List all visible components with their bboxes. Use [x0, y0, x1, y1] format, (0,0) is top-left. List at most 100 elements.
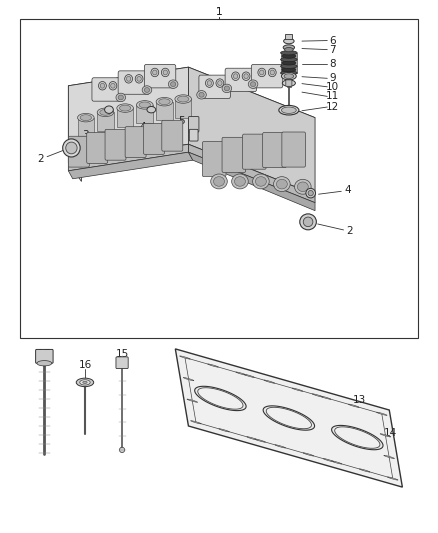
Ellipse shape	[306, 188, 315, 198]
FancyBboxPatch shape	[162, 120, 183, 151]
Ellipse shape	[281, 64, 297, 68]
Ellipse shape	[282, 72, 296, 80]
Polygon shape	[264, 380, 275, 383]
Ellipse shape	[283, 45, 294, 50]
Ellipse shape	[159, 99, 170, 104]
Ellipse shape	[163, 70, 167, 75]
Ellipse shape	[152, 70, 157, 75]
FancyBboxPatch shape	[263, 133, 286, 167]
Ellipse shape	[283, 80, 295, 86]
Ellipse shape	[105, 106, 113, 114]
Text: 17: 17	[38, 349, 51, 359]
Polygon shape	[184, 377, 194, 381]
Ellipse shape	[233, 74, 238, 78]
Polygon shape	[388, 477, 398, 480]
Polygon shape	[247, 437, 258, 440]
Polygon shape	[303, 453, 314, 456]
Ellipse shape	[224, 86, 230, 91]
Ellipse shape	[170, 82, 176, 86]
Text: 7: 7	[329, 45, 336, 54]
Ellipse shape	[281, 71, 297, 75]
Polygon shape	[323, 458, 334, 462]
Polygon shape	[191, 421, 201, 424]
Ellipse shape	[253, 174, 269, 189]
Text: 11: 11	[326, 91, 339, 101]
FancyBboxPatch shape	[175, 99, 191, 118]
Ellipse shape	[282, 54, 296, 58]
Ellipse shape	[258, 68, 266, 77]
Polygon shape	[175, 349, 403, 487]
Ellipse shape	[297, 182, 308, 191]
Polygon shape	[292, 388, 303, 391]
Polygon shape	[255, 439, 265, 442]
Ellipse shape	[282, 61, 296, 65]
Polygon shape	[380, 434, 391, 437]
Ellipse shape	[78, 114, 94, 122]
Polygon shape	[68, 152, 193, 179]
Ellipse shape	[177, 96, 189, 102]
Ellipse shape	[117, 104, 134, 112]
Text: 1: 1	[215, 7, 223, 18]
Ellipse shape	[156, 98, 173, 106]
Ellipse shape	[151, 68, 159, 77]
Polygon shape	[236, 372, 247, 375]
FancyBboxPatch shape	[199, 75, 230, 99]
Ellipse shape	[270, 70, 275, 75]
Ellipse shape	[120, 447, 125, 453]
Ellipse shape	[142, 86, 152, 94]
Ellipse shape	[37, 361, 52, 366]
Ellipse shape	[100, 109, 111, 115]
Polygon shape	[312, 394, 323, 397]
Ellipse shape	[100, 83, 105, 88]
FancyBboxPatch shape	[87, 133, 108, 164]
Ellipse shape	[137, 76, 141, 81]
FancyBboxPatch shape	[116, 357, 128, 368]
Polygon shape	[188, 152, 315, 211]
Text: 12: 12	[326, 102, 339, 112]
Ellipse shape	[120, 105, 131, 111]
Ellipse shape	[284, 74, 293, 78]
Ellipse shape	[97, 108, 114, 117]
Ellipse shape	[276, 179, 287, 189]
FancyBboxPatch shape	[188, 117, 199, 132]
Ellipse shape	[199, 92, 204, 97]
Ellipse shape	[281, 58, 297, 62]
Ellipse shape	[232, 174, 248, 189]
Ellipse shape	[279, 106, 299, 115]
Ellipse shape	[161, 68, 169, 77]
FancyBboxPatch shape	[105, 130, 126, 160]
Polygon shape	[194, 386, 246, 410]
Polygon shape	[180, 356, 190, 359]
Polygon shape	[263, 406, 314, 430]
Ellipse shape	[218, 80, 222, 85]
Ellipse shape	[83, 381, 87, 383]
Polygon shape	[332, 425, 383, 450]
FancyBboxPatch shape	[78, 118, 94, 136]
FancyBboxPatch shape	[125, 127, 146, 158]
Text: 4: 4	[345, 185, 351, 196]
Text: 14: 14	[384, 429, 397, 439]
Ellipse shape	[308, 190, 313, 196]
FancyBboxPatch shape	[92, 78, 124, 101]
Ellipse shape	[175, 95, 191, 103]
Text: 10: 10	[326, 82, 339, 92]
Ellipse shape	[207, 80, 212, 85]
Ellipse shape	[234, 176, 245, 186]
FancyBboxPatch shape	[156, 102, 173, 120]
Ellipse shape	[76, 378, 94, 386]
Ellipse shape	[127, 76, 131, 81]
Ellipse shape	[222, 84, 232, 93]
Ellipse shape	[109, 82, 117, 90]
FancyBboxPatch shape	[251, 64, 283, 88]
Ellipse shape	[282, 68, 296, 72]
Polygon shape	[188, 67, 315, 195]
Polygon shape	[198, 387, 243, 409]
Ellipse shape	[147, 107, 155, 113]
Text: 5: 5	[179, 116, 185, 126]
Ellipse shape	[197, 91, 206, 99]
Ellipse shape	[294, 179, 311, 194]
Ellipse shape	[66, 142, 77, 154]
FancyBboxPatch shape	[286, 34, 292, 39]
Ellipse shape	[282, 107, 296, 114]
Text: 3: 3	[82, 130, 89, 140]
